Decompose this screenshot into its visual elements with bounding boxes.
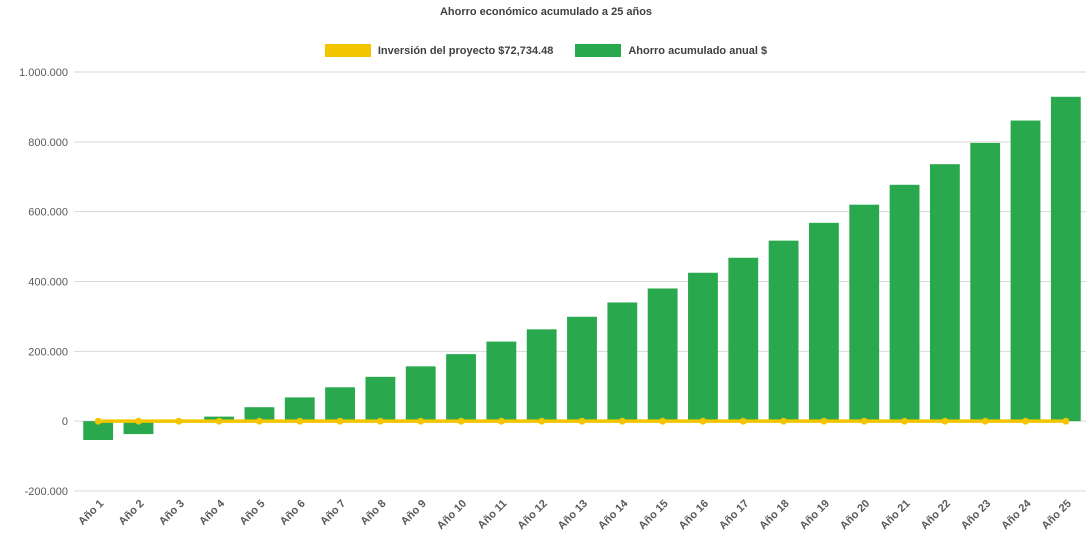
y-tick-label: 400.000 — [28, 277, 68, 289]
legend-item-investment: Inversión del proyecto $72,734.48 — [324, 44, 554, 57]
bar — [768, 240, 799, 422]
legend-label-savings: Ahorro acumulado anual $ — [628, 44, 768, 57]
legend-swatch-savings — [575, 44, 622, 57]
bar — [284, 397, 315, 422]
investment-line-marker — [175, 417, 183, 425]
bar — [647, 288, 678, 422]
investment-line-marker — [860, 417, 868, 425]
x-tick-label: Año 10 — [435, 498, 469, 532]
bar — [849, 204, 880, 422]
investment-line-marker — [981, 417, 989, 425]
investment-line-marker — [497, 417, 505, 425]
bar — [244, 407, 275, 422]
bar — [526, 329, 557, 422]
investment-line-marker — [377, 417, 384, 425]
investment-line-marker — [215, 417, 223, 425]
investment-line-marker — [417, 417, 425, 425]
bar — [365, 376, 396, 422]
bar — [889, 184, 920, 422]
x-tick-label: Año 24 — [999, 497, 1034, 532]
bar — [123, 421, 154, 435]
x-tick-label: Año 14 — [596, 497, 631, 532]
investment-line-marker — [578, 417, 586, 425]
x-tick-label: Año 21 — [878, 498, 912, 532]
bar — [83, 421, 114, 441]
investment-line-marker — [659, 417, 667, 425]
bar — [325, 387, 355, 422]
bar — [567, 316, 597, 422]
investment-line-marker — [941, 417, 949, 425]
bar — [970, 142, 1001, 422]
y-tick-label: 1.000.000 — [19, 67, 68, 79]
x-tick-label: Año 5 — [237, 498, 267, 528]
y-tick-label: 0 — [62, 416, 68, 428]
bar — [728, 257, 759, 422]
x-tick-label: Año 22 — [919, 498, 953, 532]
y-tick-label: 600.000 — [28, 207, 68, 219]
bar — [1050, 96, 1081, 422]
investment-line-marker — [739, 417, 747, 425]
investment-line-marker — [296, 417, 304, 425]
x-tick-label: Año 12 — [515, 498, 549, 532]
x-tick-label: Año 3 — [157, 498, 187, 528]
investment-line-marker — [1022, 417, 1029, 425]
y-tick-label: -200.000 — [25, 486, 68, 498]
investment-line-marker — [820, 417, 828, 425]
bar — [607, 302, 638, 422]
bar — [1010, 120, 1041, 422]
x-tick-label: Año 13 — [556, 498, 590, 532]
legend-item-savings: Ahorro acumulado anual $ — [575, 44, 767, 57]
legend-label-investment: Inversión del proyecto $72,734.48 — [377, 44, 554, 57]
x-tick-label: Año 25 — [1040, 498, 1074, 532]
bar — [929, 164, 960, 422]
x-tick-label: Año 1 — [76, 498, 106, 528]
bar — [486, 341, 517, 422]
y-tick-label: 200.000 — [28, 346, 68, 358]
x-tick-label: Año 23 — [959, 498, 993, 532]
x-tick-label: Año 7 — [318, 498, 348, 528]
investment-line-marker — [699, 417, 707, 425]
x-tick-label: Año 6 — [278, 498, 308, 528]
investment-line-marker — [618, 417, 626, 425]
x-tick-label: Año 9 — [399, 498, 429, 528]
bar — [688, 272, 718, 422]
x-tick-label: Año 8 — [358, 498, 388, 528]
investment-line-marker — [901, 417, 908, 425]
investment-line-marker — [135, 417, 142, 425]
investment-line-marker — [256, 417, 263, 425]
investment-line-marker — [336, 417, 344, 425]
investment-line-marker — [457, 417, 465, 425]
bar — [809, 222, 839, 422]
y-tick-label: 800.000 — [28, 137, 68, 149]
x-tick-label: Año 4 — [197, 497, 228, 528]
x-tick-label: Año 16 — [677, 498, 711, 532]
investment-line-marker — [94, 417, 102, 425]
chart-title: Ahorro económico acumulado a 25 años — [439, 6, 653, 18]
investment-line-marker — [780, 417, 787, 425]
investment-line-marker — [1062, 417, 1070, 425]
bar — [405, 366, 436, 422]
x-tick-label: Año 17 — [717, 498, 751, 532]
x-tick-label: Año 2 — [117, 498, 147, 528]
x-tick-label: Año 18 — [757, 498, 791, 532]
x-tick-label: Año 20 — [838, 498, 872, 532]
x-tick-label: Año 11 — [475, 498, 509, 532]
x-tick-label: Año 19 — [798, 498, 832, 532]
x-tick-label: Año 15 — [636, 498, 670, 532]
legend-swatch-investment — [324, 44, 371, 57]
bar — [446, 354, 476, 422]
investment-line-marker — [538, 417, 546, 425]
chart-legend: Inversión del proyecto $72,734.48 Ahorro… — [0, 44, 1092, 57]
